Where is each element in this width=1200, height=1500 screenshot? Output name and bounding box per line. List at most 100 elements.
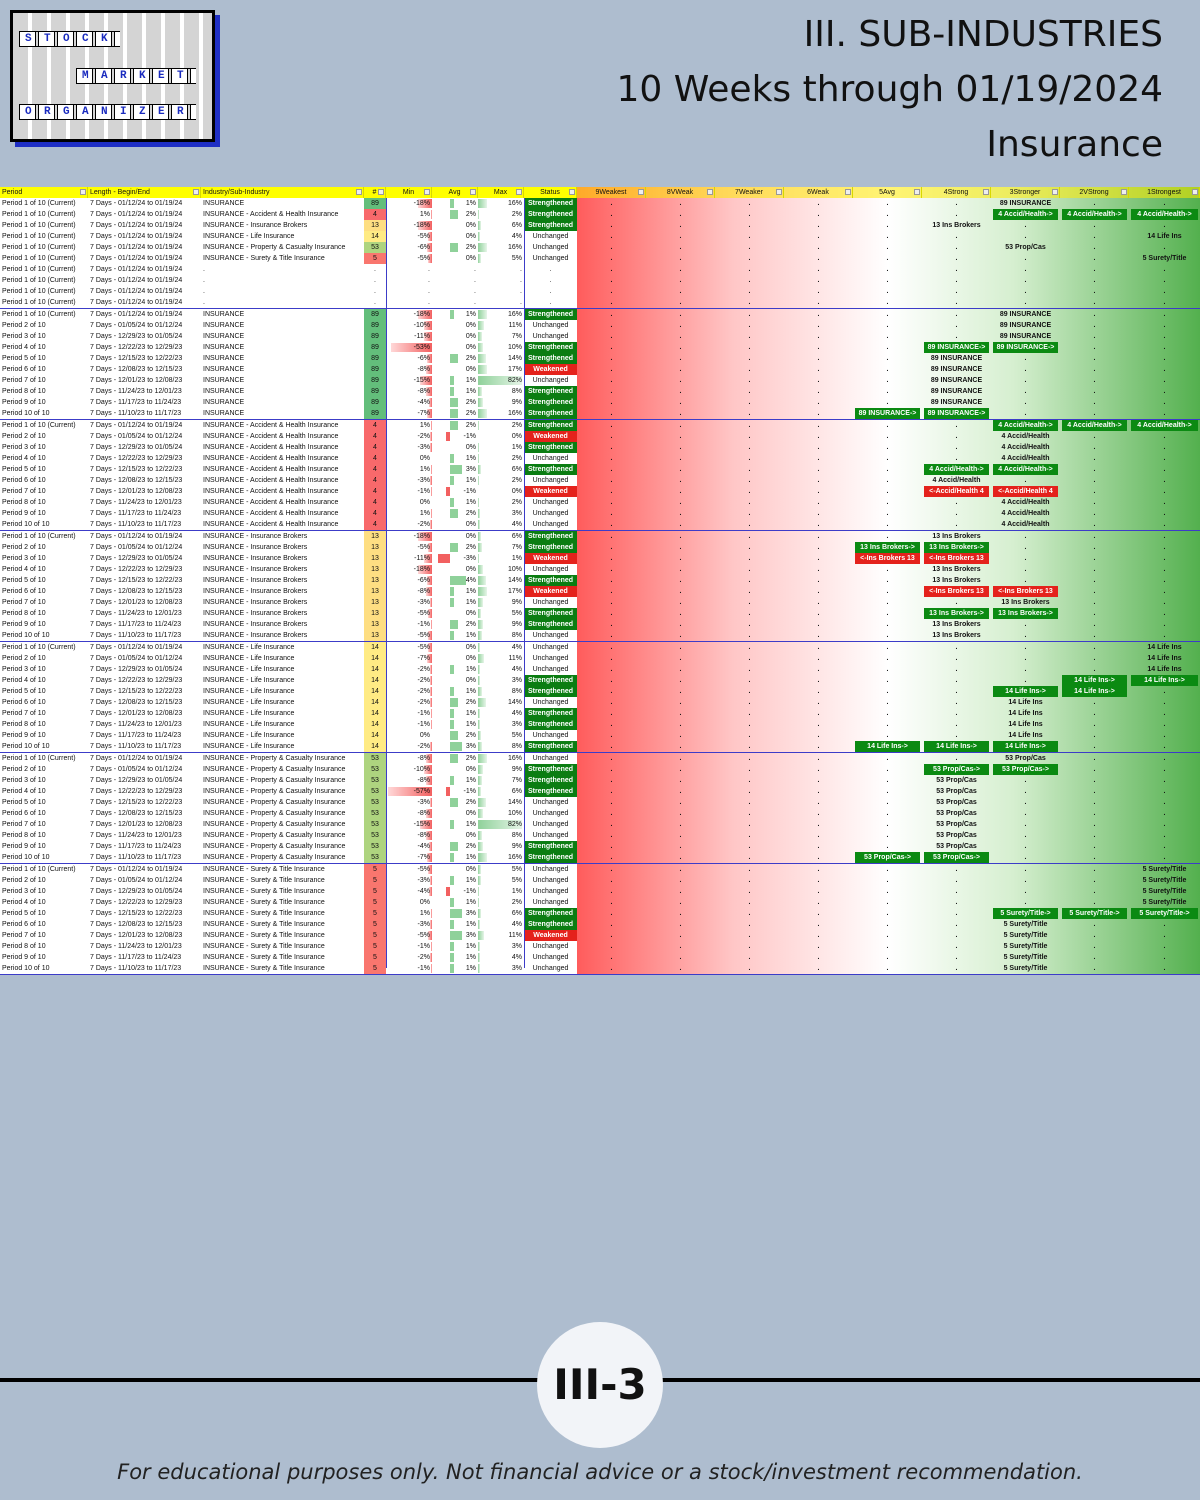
rank-label: 4 Accid/Health (1001, 510, 1050, 517)
cell: 89 (364, 331, 386, 342)
cell-text: Period 3 of 10 (2, 777, 46, 784)
cell: . (1060, 697, 1129, 708)
cell-text: Period 5 of 10 (2, 910, 46, 917)
cell-text: Strengthened (527, 788, 574, 795)
cell-text: . (428, 277, 430, 284)
rank-label: . (1093, 555, 1096, 562)
cell: . (922, 264, 991, 275)
cell: . (784, 198, 853, 209)
rank-label: . (748, 366, 751, 373)
cell-text: INSURANCE - Accident & Health Insurance (203, 211, 339, 218)
cell: 13 (364, 564, 386, 575)
cell: . (922, 730, 991, 741)
cell: . (784, 919, 853, 930)
cell-text: 89 (371, 322, 379, 329)
cell: INSURANCE - Life Insurance (201, 675, 364, 686)
rank-label: . (955, 666, 958, 673)
cell-text: 2% (511, 455, 522, 462)
cell: 53 Prop/Cas-> (853, 852, 922, 863)
cell-text: 7 Days - 12/01/23 to 12/08/23 (90, 932, 183, 939)
rank-label: . (610, 499, 613, 506)
rank-label: . (886, 344, 889, 351)
cell: 4 Accid/Health-> (1060, 209, 1129, 220)
cell: . (922, 963, 991, 974)
cell-text: Period 9 of 10 (2, 732, 46, 739)
rank-label: . (610, 965, 613, 972)
cell: Period 5 of 10 (0, 686, 88, 697)
cell: -1% (386, 708, 432, 719)
cell-text: Period 9 of 10 (2, 510, 46, 517)
cell: . (1129, 475, 1200, 486)
cell: 7 Days - 12/01/23 to 12/08/23 (88, 930, 201, 941)
cell: . (646, 697, 715, 708)
cell: 14% (478, 353, 524, 364)
data-bar (478, 842, 483, 851)
cell-text: 7 Days - 01/12/24 to 01/19/24 (90, 299, 183, 306)
cell: 13 (364, 531, 386, 542)
cell: 7 Days - 12/01/23 to 12/08/23 (88, 486, 201, 497)
rank-label: . (679, 355, 682, 362)
cell-text: . (474, 277, 476, 284)
cell: . (1129, 453, 1200, 464)
cell-text: 14 (371, 732, 379, 739)
cell: . (922, 875, 991, 886)
cell: 0% (432, 808, 478, 819)
cell: INSURANCE - Life Insurance (201, 231, 364, 242)
data-bar (427, 354, 432, 363)
cell: -53% (386, 342, 432, 353)
rank-label: . (748, 610, 751, 617)
logo-word: MARKET (76, 68, 197, 84)
rank-label: . (1093, 488, 1096, 495)
rank-label: . (1093, 277, 1096, 284)
data-bar (420, 376, 432, 385)
cell: . (1129, 919, 1200, 930)
rank-label: . (679, 943, 682, 950)
cell: -2% (386, 675, 432, 686)
cell: . (991, 675, 1060, 686)
cell: . (577, 608, 646, 619)
rank-label: . (955, 599, 958, 606)
cell: 7 Days - 12/29/23 to 01/05/24 (88, 775, 201, 786)
column-header: Min (386, 187, 432, 198)
rank-label: . (1093, 799, 1096, 806)
cell: 5 Surety/Title (991, 952, 1060, 963)
cell-text: Strengthened (527, 211, 574, 218)
cell: 5 Surety/Title (1129, 253, 1200, 264)
cell: -15% (386, 819, 432, 830)
cell: -6% (386, 242, 432, 253)
rank-label: . (886, 710, 889, 717)
table-row: Period 1 of 10 (Current) 7 Days - 01/12/2… (0, 253, 1200, 264)
cell: . (784, 675, 853, 686)
cell: . (991, 797, 1060, 808)
cell: . (784, 841, 853, 852)
cell-text: Weakened (533, 588, 568, 595)
cell: . (577, 808, 646, 819)
cell: . (784, 608, 853, 619)
cell: -1% (432, 431, 478, 442)
cell: . (1060, 309, 1129, 320)
cell: 89 INSURANCE-> (922, 408, 991, 419)
cell: . (991, 786, 1060, 797)
cell: . (991, 630, 1060, 641)
cell: . (922, 209, 991, 220)
rank-label: 5 Surety/Title (1142, 888, 1187, 895)
cell: 14 (364, 730, 386, 741)
cell: Weakened (524, 486, 577, 497)
cell-text: 7 Days - 12/22/23 to 12/29/23 (90, 899, 183, 906)
cell: -10% (386, 320, 432, 331)
rank-label: . (955, 311, 958, 318)
cell-text: 7 Days - 01/05/24 to 01/12/24 (90, 544, 183, 551)
rank-label: 14 Life Ins (1147, 233, 1182, 240)
cell-text: 14 (371, 688, 379, 695)
cell-text: Strengthened (527, 577, 574, 584)
cell: . (784, 930, 853, 941)
cell-text: Period 3 of 10 (2, 555, 46, 562)
rank-label: . (817, 299, 820, 306)
cell: . (1129, 242, 1200, 253)
rank-label: . (817, 632, 820, 639)
rank-label: . (748, 499, 751, 506)
cell: Period 6 of 10 (0, 808, 88, 819)
rank-label: . (610, 510, 613, 517)
cell: 14 Life Ins (1129, 231, 1200, 242)
cell: 0% (432, 342, 478, 353)
